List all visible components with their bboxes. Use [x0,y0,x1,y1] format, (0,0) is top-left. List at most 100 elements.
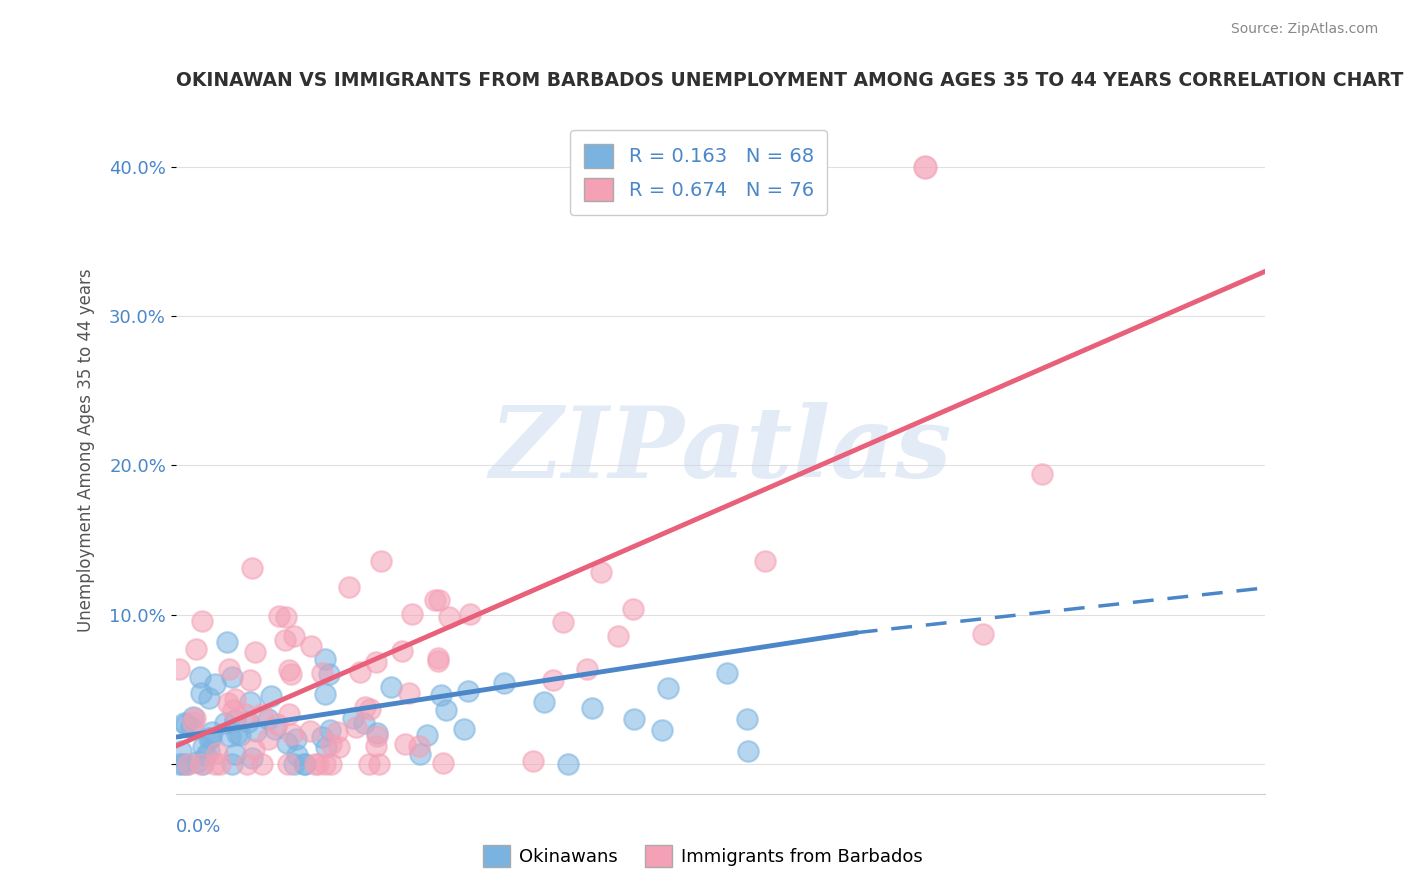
Point [575,661,598,675]
Point [224,714,246,728]
Point [439,610,461,624]
Point [735,712,758,726]
Point [200,731,222,745]
Point [366,726,388,740]
Legend: Okinawans, Immigrants from Barbados: Okinawans, Immigrants from Barbados [475,838,931,874]
Point [250,757,273,772]
Point [314,687,336,701]
Point [250,706,273,721]
Point [186,642,208,657]
Point [298,723,321,738]
Point [394,737,416,751]
Point [242,751,264,765]
Point [557,757,579,772]
Point [427,654,450,668]
Point [257,712,280,726]
Point [453,722,475,736]
Point [239,696,262,710]
Point [240,561,263,575]
Point [737,744,759,758]
Point [197,731,219,745]
Point [170,744,193,758]
Point [225,727,247,741]
Point [276,736,298,750]
Point [193,740,215,755]
Point [195,747,218,762]
Point [425,593,447,607]
Point [198,690,221,705]
Point [221,757,243,772]
Point [292,757,315,772]
Point [307,757,329,772]
Point [259,689,281,703]
Point [364,739,387,754]
Point [256,731,278,746]
Point [218,729,240,743]
Point [319,723,342,738]
Point [314,757,336,772]
Text: ZIPatlas: ZIPatlas [489,402,952,499]
Point [754,554,776,568]
Point [236,757,259,772]
Point [183,714,205,729]
Point [236,714,259,729]
Point [353,699,375,714]
Point [716,666,738,681]
Point [181,710,204,724]
Point [621,602,644,616]
Point [174,717,197,731]
Point [180,720,202,734]
Point [460,607,482,621]
Text: OKINAWAN VS IMMIGRANTS FROM BARBADOS UNEMPLOYMENT AMONG AGES 35 TO 44 YEARS CORR: OKINAWAN VS IMMIGRANTS FROM BARBADOS UNE… [176,71,1403,90]
Point [222,703,245,717]
Point [359,701,381,715]
Point [541,673,564,687]
Point [972,627,994,641]
Point [366,729,388,743]
Text: Source: ZipAtlas.com: Source: ZipAtlas.com [1230,22,1378,37]
Point [233,706,256,721]
Point [581,701,603,715]
Point [224,747,246,761]
Point [217,635,239,649]
Point [551,615,574,629]
Point [229,728,252,742]
Point [380,680,402,694]
Point [186,755,208,769]
Point [281,727,304,741]
Point [204,757,226,772]
Point [370,554,392,568]
Point [344,720,367,734]
Point [167,662,190,676]
Point [173,716,195,731]
Point [591,565,613,579]
Point [205,746,228,760]
Point [208,757,231,772]
Point [315,739,337,754]
Point [284,732,307,747]
Point [623,712,645,726]
Point [204,677,226,691]
Point [269,609,291,624]
Point [190,757,212,772]
Point [432,756,454,771]
Point [214,716,236,731]
Point [224,691,246,706]
Point [1031,467,1053,481]
Point [283,757,305,772]
Point [408,747,430,761]
Point [522,755,544,769]
Legend: R = 0.163   N = 68, R = 0.674   N = 76: R = 0.163 N = 68, R = 0.674 N = 76 [571,130,827,215]
Point [416,728,439,742]
Point [457,684,479,698]
Point [427,592,450,607]
Point [368,757,391,772]
Point [408,739,430,753]
Point [274,632,297,647]
Point [401,607,423,622]
Point [651,723,673,737]
Point [349,665,371,679]
Point [190,686,212,700]
Point [266,716,288,731]
Point [311,731,333,745]
